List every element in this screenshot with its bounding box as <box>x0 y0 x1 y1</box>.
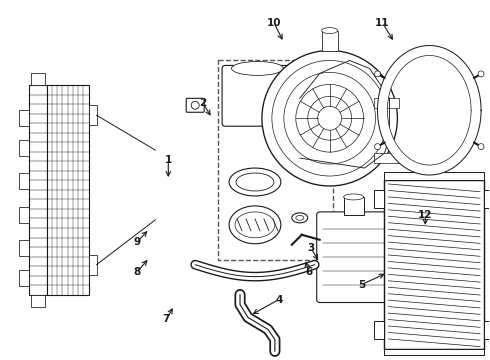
Ellipse shape <box>322 28 338 33</box>
Text: 6: 6 <box>305 267 313 276</box>
Bar <box>484 321 490 339</box>
Bar <box>31 73 45 85</box>
Bar <box>285 73 305 118</box>
FancyBboxPatch shape <box>317 212 391 302</box>
Bar <box>19 173 29 189</box>
Text: 1: 1 <box>165 155 172 165</box>
Ellipse shape <box>229 206 281 244</box>
Circle shape <box>478 144 484 150</box>
Bar <box>19 140 29 156</box>
Ellipse shape <box>343 194 364 200</box>
Circle shape <box>288 84 312 107</box>
Text: 4: 4 <box>275 294 283 305</box>
Ellipse shape <box>236 173 274 191</box>
Bar <box>19 207 29 223</box>
Bar <box>19 110 29 126</box>
Ellipse shape <box>296 215 304 220</box>
Bar <box>385 349 484 355</box>
Circle shape <box>374 71 381 77</box>
Bar <box>31 294 45 306</box>
Text: 12: 12 <box>418 210 433 220</box>
Circle shape <box>374 144 381 150</box>
Bar <box>343 197 364 215</box>
Circle shape <box>191 101 199 109</box>
Text: 11: 11 <box>375 18 390 28</box>
Ellipse shape <box>229 168 281 196</box>
Bar <box>89 105 97 125</box>
Bar <box>385 180 484 349</box>
Bar <box>374 190 385 208</box>
Bar <box>484 190 490 208</box>
Bar <box>218 60 333 260</box>
Text: 8: 8 <box>134 267 141 276</box>
Text: 10: 10 <box>267 18 281 28</box>
FancyBboxPatch shape <box>186 98 204 112</box>
Text: 7: 7 <box>163 314 170 324</box>
Bar <box>29 85 47 294</box>
Bar <box>89 255 97 275</box>
Bar <box>47 85 89 294</box>
Bar <box>19 270 29 285</box>
Bar <box>385 172 484 180</box>
Text: 3: 3 <box>307 243 315 253</box>
Circle shape <box>262 50 397 186</box>
Polygon shape <box>377 45 481 175</box>
Bar <box>19 240 29 256</box>
Circle shape <box>478 71 484 77</box>
Circle shape <box>293 88 307 102</box>
Bar <box>374 98 399 108</box>
Bar <box>374 153 399 163</box>
Ellipse shape <box>292 213 308 223</box>
Bar <box>374 321 385 339</box>
Ellipse shape <box>232 62 283 75</box>
FancyBboxPatch shape <box>222 66 293 126</box>
Text: 9: 9 <box>134 237 141 247</box>
Text: 2: 2 <box>199 98 207 108</box>
Ellipse shape <box>235 212 275 238</box>
Bar <box>322 31 338 50</box>
Text: 5: 5 <box>358 280 365 289</box>
